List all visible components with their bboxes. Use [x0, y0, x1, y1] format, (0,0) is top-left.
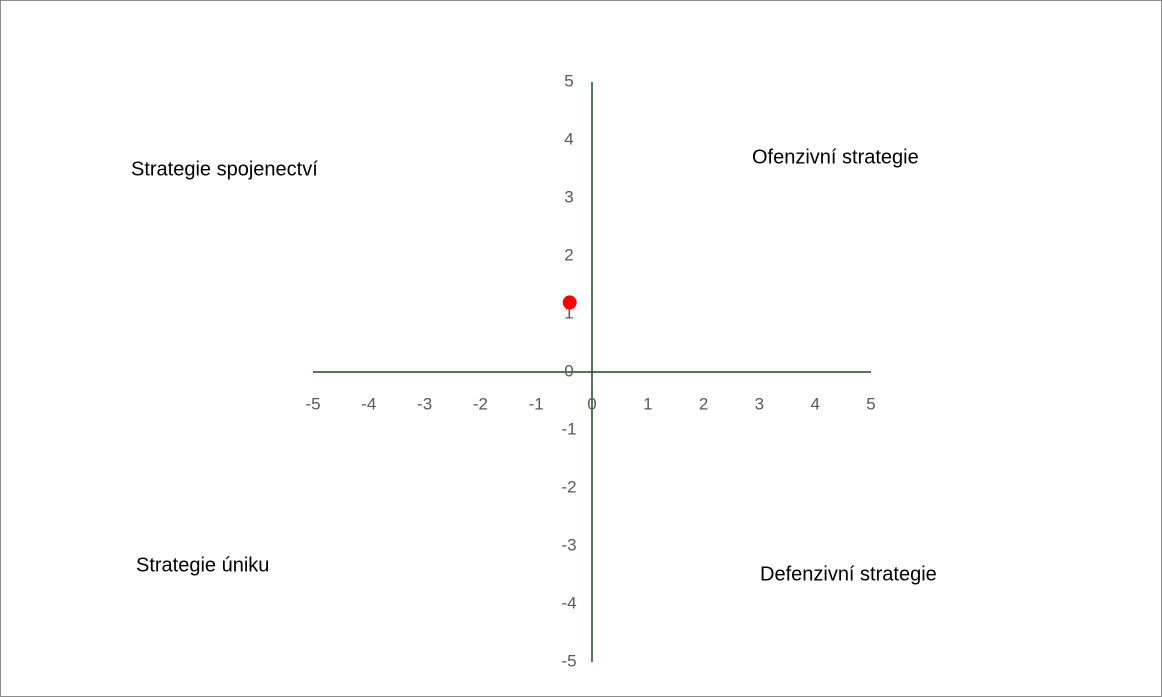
quadrant-label: Ofenzivní strategie [752, 146, 919, 168]
y-tick-label: 3 [564, 187, 573, 206]
y-tick-label: 4 [564, 129, 573, 148]
x-tick-label: 3 [755, 394, 764, 413]
y-tick-label: 2 [564, 245, 573, 264]
x-tick-label: -4 [361, 394, 376, 413]
quadrant-label: Defenzivní strategie [760, 563, 937, 585]
x-tick-label: 4 [810, 394, 819, 413]
y-tick-label: -1 [561, 419, 576, 438]
x-tick-label: 2 [699, 394, 708, 413]
x-tick-label: -5 [305, 394, 320, 413]
x-tick-label: 1 [643, 394, 652, 413]
y-tick-label: -4 [561, 593, 576, 612]
y-tick-label: 5 [564, 71, 573, 90]
y-tick-label: -5 [561, 651, 576, 670]
y-tick-label: 1 [564, 303, 573, 322]
y-tick-label: -3 [561, 535, 576, 554]
quadrant-label: Strategie úniku [136, 554, 269, 576]
x-tick-label: -2 [473, 394, 488, 413]
x-tick-label: -1 [529, 394, 544, 413]
y-tick-label: 0 [564, 361, 573, 380]
x-tick-label: 5 [866, 394, 875, 413]
quadrant-label: Strategie spojenectví [131, 158, 318, 180]
x-tick-label: -3 [417, 394, 432, 413]
data-point [562, 295, 577, 310]
x-tick-label: 0 [587, 394, 596, 413]
y-tick-label: -2 [561, 477, 576, 496]
